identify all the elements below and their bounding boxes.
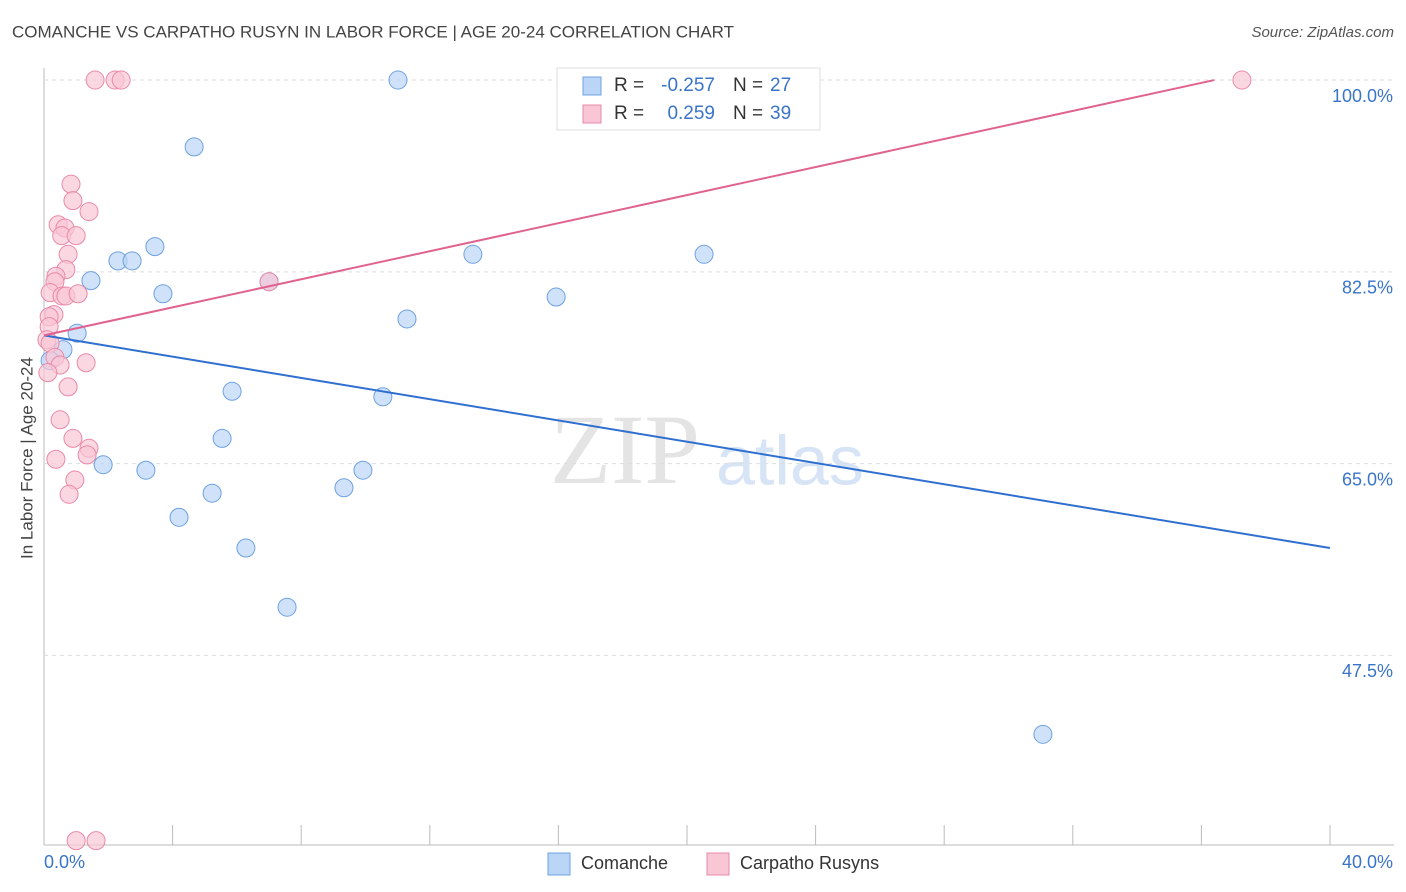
data-point — [388, 70, 408, 90]
data-point — [77, 445, 97, 465]
data-point — [85, 70, 105, 90]
watermark: atlas — [716, 421, 864, 499]
data-point — [334, 478, 354, 498]
data-point — [212, 428, 232, 448]
data-point — [76, 353, 96, 373]
data-point — [81, 271, 101, 291]
y-tick-label: 65.0% — [1342, 469, 1393, 489]
legend-label: N = — [733, 103, 763, 124]
data-point — [59, 484, 79, 504]
data-point — [353, 460, 373, 480]
legend-swatch — [582, 104, 602, 124]
data-point — [46, 449, 66, 469]
data-point — [1232, 70, 1252, 90]
legend-value: 0.259 — [667, 103, 715, 124]
legend-value: 39 — [770, 103, 791, 124]
x-tick-label: 40.0% — [1342, 852, 1393, 872]
data-point — [50, 410, 70, 430]
data-point — [58, 377, 78, 397]
data-point — [38, 363, 58, 383]
legend-label: Carpatho Rusyns — [740, 853, 879, 873]
data-point — [136, 460, 156, 480]
data-point — [463, 244, 483, 264]
legend-swatch — [547, 852, 571, 876]
legend-value: 27 — [770, 75, 791, 96]
data-point — [236, 538, 256, 558]
data-point — [61, 174, 81, 194]
y-tick-label: 47.5% — [1342, 661, 1393, 681]
data-point — [202, 483, 222, 503]
data-point — [93, 455, 113, 475]
legend-label: R = — [614, 103, 644, 124]
data-point — [546, 287, 566, 307]
data-point — [66, 831, 86, 851]
data-point — [1033, 724, 1053, 744]
legend-label: Comanche — [581, 853, 668, 873]
y-tick-label: 100.0% — [1332, 86, 1393, 106]
legend-swatch — [706, 852, 730, 876]
data-point — [169, 507, 189, 527]
legend-swatch — [582, 76, 602, 96]
legend-label: N = — [733, 75, 763, 96]
data-point — [68, 284, 88, 304]
data-point — [397, 309, 417, 329]
chart-title: COMANCHE VS CARPATHO RUSYN IN LABOR FORC… — [12, 22, 734, 41]
x-tick-label: 0.0% — [44, 852, 85, 872]
data-point — [86, 831, 106, 851]
trend-line — [43, 79, 1215, 337]
data-point — [222, 381, 242, 401]
data-point — [184, 137, 204, 157]
data-point — [122, 251, 142, 271]
legend-value: -0.257 — [661, 75, 715, 96]
data-point — [277, 597, 297, 617]
y-tick-label: 82.5% — [1342, 278, 1393, 298]
data-point — [111, 70, 131, 90]
trend-line — [43, 334, 1331, 549]
data-point — [694, 244, 714, 264]
data-point — [145, 237, 165, 257]
source: Source: ZipAtlas.com — [1251, 24, 1394, 41]
data-point — [63, 428, 83, 448]
y-axis-label: In Labor Force | Age 20-24 — [17, 357, 36, 559]
legend-label: R = — [614, 75, 644, 96]
data-point — [63, 191, 83, 211]
data-point — [79, 202, 99, 222]
data-point — [153, 284, 173, 304]
data-point — [66, 226, 86, 246]
watermark: ZIP — [550, 394, 700, 505]
